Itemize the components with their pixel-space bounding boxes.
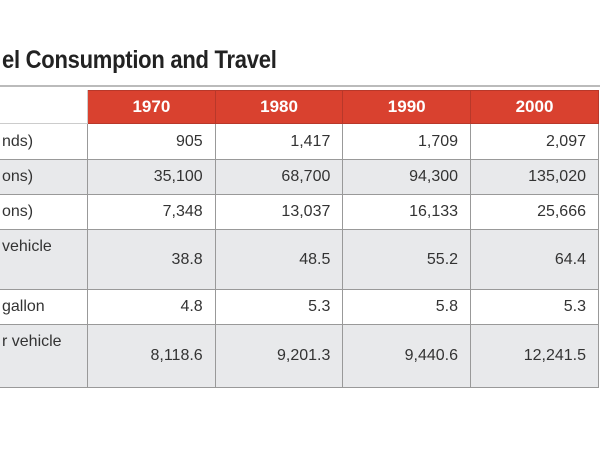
value-cell: 4.8 — [87, 289, 216, 325]
header-row: 1970 1980 1990 2000 — [0, 90, 599, 124]
value-cell: 25,666 — [470, 194, 599, 230]
table-title: el Consumption and Travel — [2, 46, 277, 74]
header-year: 1970 — [87, 90, 216, 124]
value-cell: 7,348 — [87, 194, 216, 230]
data-table: 1970 1980 1990 2000 nds) 905 1,417 1,709 2,0… — [0, 90, 599, 388]
value-cell: 16,133 — [342, 194, 472, 230]
value-cell: 2,097 — [470, 123, 599, 160]
value-cell: 13,037 — [214, 194, 344, 230]
table-row: ons) 7,348 13,037 16,133 25,666 — [0, 194, 599, 230]
value-cell: 12,241.5 — [470, 324, 599, 388]
value-cell: 1,417 — [214, 123, 344, 160]
table-row: r vehicle 8,118.6 9,201.3 9,440.6 12,241.5 — [0, 324, 599, 388]
value-cell: 55.2 — [342, 229, 472, 290]
row-label: nds) — [0, 123, 89, 160]
value-cell: 48.5 — [214, 229, 344, 290]
value-cell: 35,100 — [87, 159, 216, 195]
row-label: vehicle — [0, 229, 89, 290]
value-cell: 5.8 — [342, 289, 472, 325]
value-cell: 9,440.6 — [342, 324, 472, 388]
table-row: nds) 905 1,417 1,709 2,097 — [0, 123, 599, 160]
table-row: gallon 4.8 5.3 5.8 5.3 — [0, 289, 599, 325]
value-cell: 5.3 — [470, 289, 599, 325]
table-row: ons) 35,100 68,700 94,300 135,020 — [0, 159, 599, 195]
value-cell: 94,300 — [342, 159, 472, 195]
header-year: 1990 — [342, 90, 472, 124]
header-year: 2000 — [470, 90, 599, 124]
value-cell: 68,700 — [214, 159, 344, 195]
header-year: 1980 — [214, 90, 344, 124]
row-label: gallon — [0, 289, 89, 325]
value-cell: 5.3 — [214, 289, 344, 325]
value-cell: 64.4 — [470, 229, 599, 290]
value-cell: 9,201.3 — [214, 324, 344, 388]
value-cell: 8,118.6 — [87, 324, 216, 388]
value-cell: 905 — [87, 123, 216, 160]
row-label: ons) — [0, 194, 89, 230]
table-row: vehicle 38.8 48.5 55.2 64.4 — [0, 229, 599, 290]
row-label: r vehicle — [0, 324, 89, 388]
header-blank — [0, 90, 89, 124]
value-cell: 38.8 — [87, 229, 216, 290]
row-label: ons) — [0, 159, 89, 195]
value-cell: 1,709 — [342, 123, 472, 160]
title-divider — [0, 85, 600, 87]
value-cell: 135,020 — [470, 159, 599, 195]
